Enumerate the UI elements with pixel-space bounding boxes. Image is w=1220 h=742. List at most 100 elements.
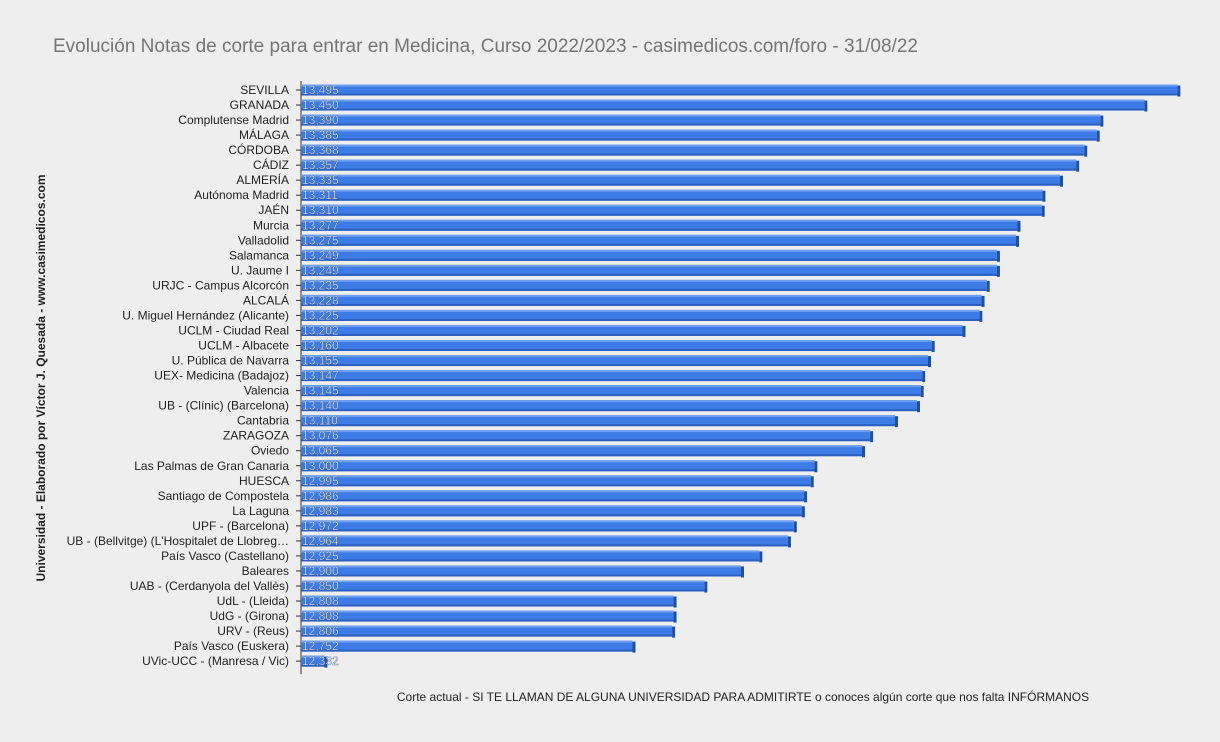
category-label: UCLM - Ciudad Real <box>178 323 289 337</box>
bar <box>301 505 802 517</box>
bar-shade <box>301 258 997 261</box>
data-label: 13,390 <box>302 113 339 127</box>
category-label: Autónoma Madrid <box>194 188 289 202</box>
bar-group: JAÉN 13,310 <box>258 202 1045 217</box>
category-label: País Vasco (Castellano) <box>161 549 289 563</box>
bar-group: MÁLAGA 13,385 <box>239 127 1100 142</box>
data-label: 12,900 <box>302 564 339 578</box>
data-label: 12,983 <box>302 504 339 518</box>
bar-group: CÓRDOBA 13,368 <box>228 142 1088 157</box>
bar <box>301 400 917 412</box>
bar-side <box>672 626 676 638</box>
bar-highlight <box>301 174 1060 177</box>
data-label: 12,964 <box>302 534 339 548</box>
bar-highlight <box>301 159 1077 162</box>
data-label: 12,995 <box>302 474 339 488</box>
category-label: UB - (Bellvitge) (L'Hospitalet de Llobre… <box>67 534 289 548</box>
bar-shade <box>301 649 633 652</box>
bar-side <box>1060 175 1063 187</box>
bar-shade <box>301 439 871 442</box>
bar-shade <box>301 349 932 352</box>
category-label: País Vasco (Euskera) <box>174 639 289 653</box>
bar <box>301 460 815 472</box>
bar-shade <box>301 574 741 577</box>
data-label: 12,808 <box>302 609 339 623</box>
bar-group: Autónoma Madrid 13,311 <box>194 188 1046 202</box>
bar-highlight <box>301 264 997 267</box>
bar-highlight <box>301 640 633 643</box>
bar-side <box>673 611 677 623</box>
bar <box>301 129 1097 141</box>
category-label: Murcia <box>253 218 289 232</box>
bar-group: GRANADA 13,450 <box>230 98 1148 112</box>
bar-highlight <box>301 99 1145 102</box>
bar-group: UEX- Medicina (Badajoz) 13,147 <box>154 368 926 383</box>
bar-highlight <box>301 505 802 508</box>
bar <box>301 99 1145 111</box>
bar-group: Valencia 13,145 <box>244 383 924 398</box>
bar-highlight <box>301 430 871 433</box>
bar-group: UCLM - Ciudad Real 13,202 <box>178 323 966 338</box>
bar-group: U. Jaume I 13,249 <box>231 263 1000 278</box>
bar <box>301 279 987 291</box>
bar <box>301 370 923 382</box>
data-label: 13,249 <box>302 263 339 277</box>
data-label: 13,228 <box>302 293 339 307</box>
data-label: 12,752 <box>302 639 339 653</box>
category-label: UAB - (Cerdanyola del Vallès) <box>130 579 289 593</box>
bar-side <box>920 386 924 398</box>
bar-highlight <box>301 129 1097 132</box>
data-label: 13,147 <box>302 369 339 383</box>
bar-group: UPF - (Barcelona) 12,972 <box>192 519 797 533</box>
bar <box>301 204 1042 216</box>
bar-shade <box>301 364 928 367</box>
bar-side <box>759 551 763 563</box>
bar-highlight <box>301 84 1178 87</box>
bar <box>301 294 982 306</box>
data-label: 13,076 <box>302 429 339 443</box>
bar-highlight <box>301 550 760 553</box>
bar-group: CÁDIZ 13,357 <box>253 157 1080 172</box>
bar-shade <box>301 454 862 457</box>
category-label: Valladolid <box>238 233 289 247</box>
bar-group: Murcia 13,277 <box>253 218 1021 232</box>
bar-shade <box>301 634 673 637</box>
bar-group: UB - (Clínic) (Barcelona) 13,140 <box>158 398 920 413</box>
category-label: Valencia <box>244 384 289 398</box>
data-label: 13,310 <box>302 203 339 217</box>
bar-highlight <box>301 565 741 568</box>
bar <box>301 565 741 577</box>
bar-side <box>1016 235 1019 247</box>
bar-highlight <box>301 580 705 583</box>
bar-side <box>931 341 935 353</box>
bar-highlight <box>301 204 1042 207</box>
category-label: UCLM - Albacete <box>198 339 289 353</box>
bar-shade <box>301 213 1042 216</box>
data-label: 13,225 <box>302 308 339 322</box>
bar-shade <box>301 514 802 517</box>
data-label: 13,450 <box>302 98 339 112</box>
category-label: GRANADA <box>230 98 289 112</box>
category-label: MÁLAGA <box>239 127 289 142</box>
bar-shade <box>301 93 1178 96</box>
bar-shade <box>301 123 1101 126</box>
bar <box>301 640 633 652</box>
bar-highlight <box>301 114 1101 117</box>
bar <box>301 249 997 261</box>
bar-shade <box>301 333 963 336</box>
bar <box>301 309 980 321</box>
chart-title: Evolución Notas de corte para entrar en … <box>53 36 918 57</box>
bar-side <box>673 596 677 608</box>
bar-group: UCLM - Albacete 13,160 <box>198 338 935 353</box>
bar-side <box>870 431 874 443</box>
bar-highlight <box>301 279 987 282</box>
data-label: 13,368 <box>302 143 339 157</box>
bar-group: Baleares 12,900 <box>242 564 744 578</box>
category-label: JAÉN <box>258 202 289 217</box>
bar <box>301 475 811 487</box>
bar-highlight <box>301 189 1043 192</box>
bar-highlight <box>301 355 928 358</box>
bar-shade <box>301 303 982 306</box>
bar-side <box>1144 100 1148 112</box>
data-label: 12,806 <box>302 624 339 638</box>
